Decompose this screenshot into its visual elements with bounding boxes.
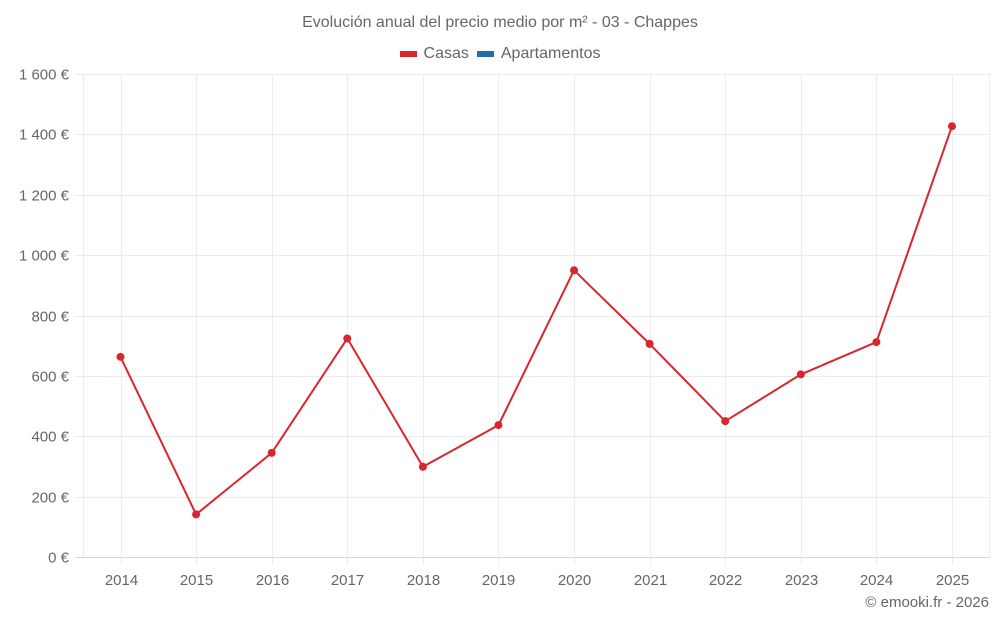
credit-text: © emooki.fr - 2026 <box>865 594 989 611</box>
chart-legend: Casas Apartamentos <box>0 45 1000 63</box>
x-tick-label: 2023 <box>785 572 818 589</box>
x-tick-label: 2024 <box>860 572 893 589</box>
x-tick-label: 2018 <box>407 572 440 589</box>
data-point[interactable] <box>494 421 503 430</box>
legend-item-casas[interactable]: Casas <box>399 45 469 63</box>
y-tick-label: 400 € <box>31 429 69 446</box>
data-point[interactable] <box>796 370 805 379</box>
legend-label-apartamentos: Apartamentos <box>500 45 601 62</box>
data-point[interactable] <box>570 266 579 275</box>
data-point[interactable] <box>645 339 654 348</box>
data-point[interactable] <box>267 448 276 457</box>
data-point[interactable] <box>872 338 881 347</box>
data-point[interactable] <box>418 462 427 471</box>
data-point[interactable] <box>948 122 956 131</box>
y-axis: 0 € 200 € 400 € 600 € 800 € 1 000 € 1 200 € 1 4… <box>19 67 70 567</box>
chart-title: Evolución anual del precio medio por m² … <box>302 14 698 31</box>
y-tick-label: 800 € <box>31 309 69 326</box>
y-tick-label: 0 € <box>48 550 70 567</box>
y-tick-label: 1 000 € <box>19 248 70 265</box>
x-tick-label: 2015 <box>180 572 213 589</box>
legend-swatch-casas <box>399 51 417 57</box>
x-tick-label: 2025 <box>936 572 969 589</box>
x-tick-label: 2021 <box>634 572 667 589</box>
series-line <box>119 125 953 516</box>
y-tick-label: 600 € <box>31 369 69 386</box>
data-point[interactable] <box>192 510 201 519</box>
y-tick-label: 1 200 € <box>19 188 70 205</box>
legend-swatch-apartamentos <box>476 51 494 57</box>
data-point[interactable] <box>343 334 352 343</box>
data-point[interactable] <box>721 417 730 426</box>
y-tick-label: 1 400 € <box>19 127 70 144</box>
gridlines <box>75 74 990 565</box>
y-tick-label: 1 600 € <box>19 67 70 84</box>
x-tick-label: 2016 <box>256 572 289 589</box>
x-tick-label: 2020 <box>558 572 591 589</box>
legend-label-casas: Casas <box>423 45 469 62</box>
x-tick-label: 2019 <box>482 572 515 589</box>
x-tick-label: 2022 <box>709 572 742 589</box>
x-axis: 2014 2015 2016 2017 2018 2019 2020 2021 2022 2023… <box>105 572 969 589</box>
legend-item-apartamentos[interactable]: Apartamentos <box>476 45 601 63</box>
series-casas <box>116 122 956 519</box>
y-tick-label: 200 € <box>31 490 69 507</box>
data-point[interactable] <box>116 352 125 361</box>
x-tick-label: 2014 <box>105 572 138 589</box>
x-tick-label: 2017 <box>331 572 364 589</box>
